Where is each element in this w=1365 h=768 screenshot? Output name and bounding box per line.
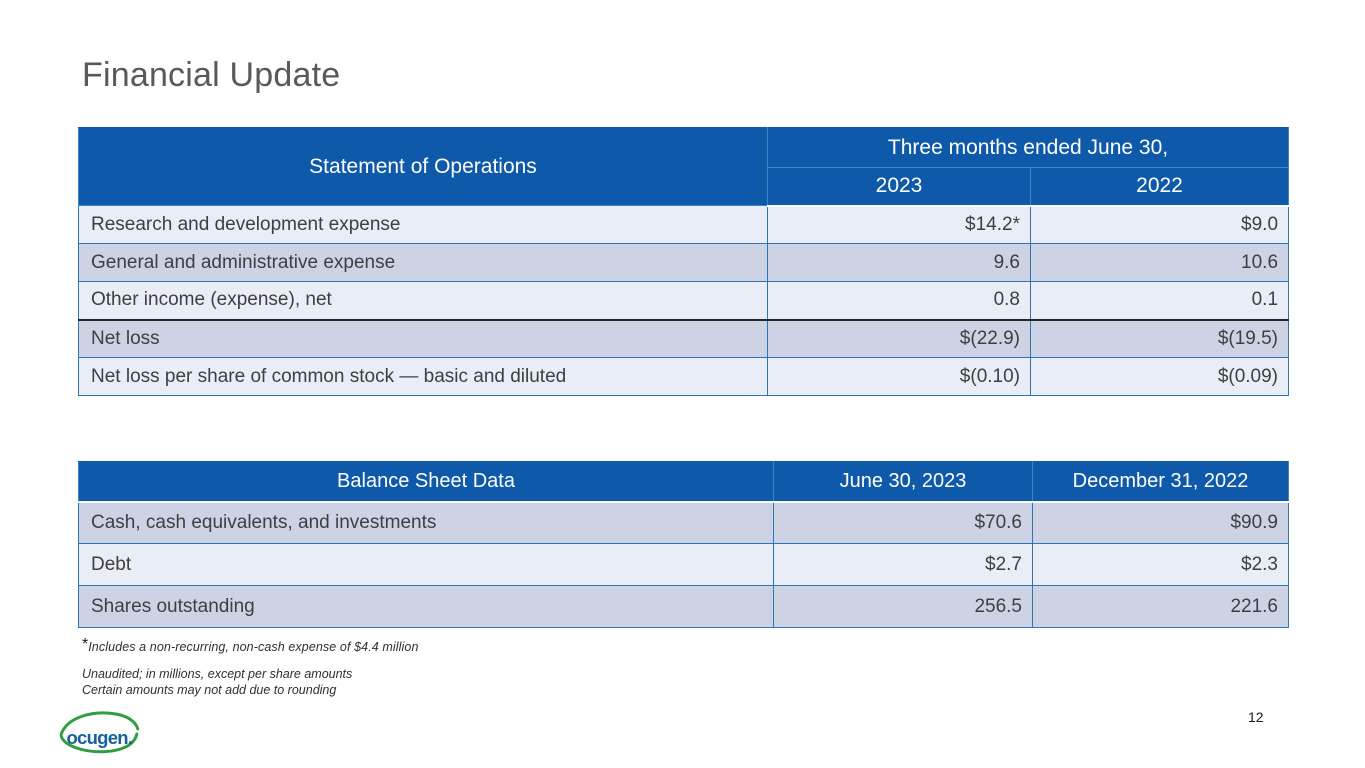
operations-period-header: Three months ended June 30, xyxy=(766,127,1290,168)
row-value-dec-2022: $2.3 xyxy=(1032,543,1289,586)
row-label: General and administrative expense xyxy=(78,243,768,282)
row-value-dec-2022: $90.9 xyxy=(1032,501,1289,544)
logo-swoosh-top xyxy=(59,711,140,736)
footnote-3: Certain amounts may not add due to round… xyxy=(82,683,337,697)
operations-col-2023: 2023 xyxy=(767,167,1031,207)
row-label: Research and development expense xyxy=(78,205,768,244)
row-value-june-2023: $2.7 xyxy=(773,543,1033,586)
table-row: Net loss per share of common stock — bas… xyxy=(78,357,1290,396)
operations-table-title: Statement of Operations xyxy=(78,127,768,206)
row-label: Other income (expense), net xyxy=(78,281,768,320)
footnote-1: Includes a non-recurring, non-cash expen… xyxy=(88,640,419,654)
balance-col-dec-2022: December 31, 2022 xyxy=(1032,461,1289,503)
table-row: General and administrative expense 9.6 1… xyxy=(78,243,1290,282)
row-label: Net loss per share of common stock — bas… xyxy=(78,357,768,396)
row-label: Shares outstanding xyxy=(78,585,774,628)
footnote-asterisk-line: *Includes a non-recurring, non-cash expe… xyxy=(82,636,419,656)
statement-of-operations-table: Statement of Operations Three months end… xyxy=(78,127,1290,396)
row-value-2022: $(19.5) xyxy=(1029,318,1290,358)
row-label: Debt xyxy=(78,543,774,586)
operations-col-2022: 2022 xyxy=(1029,167,1290,207)
page-title: Financial Update xyxy=(82,56,341,94)
table-row: Shares outstanding 256.5 221.6 xyxy=(78,585,1289,628)
row-value-june-2023: $70.6 xyxy=(773,501,1033,544)
balance-table-title: Balance Sheet Data xyxy=(78,461,774,503)
row-value-2023: 0.8 xyxy=(767,281,1031,320)
table-row: Research and development expense $14.2* … xyxy=(78,205,1290,244)
row-label: Cash, cash equivalents, and investments xyxy=(78,501,774,544)
table-row: Other income (expense), net 0.8 0.1 xyxy=(78,281,1290,320)
table-row: Debt $2.7 $2.3 xyxy=(78,543,1289,586)
table-row-net-loss: Net loss $(22.9) $(19.5) xyxy=(78,318,1290,358)
row-label: Net loss xyxy=(78,318,768,358)
row-value-2023: $14.2* xyxy=(767,205,1031,244)
balance-col-june-2023: June 30, 2023 xyxy=(773,461,1033,503)
table-row: Cash, cash equivalents, and investments … xyxy=(78,501,1289,544)
row-value-2022: 0.1 xyxy=(1029,281,1290,320)
asterisk-mark: * xyxy=(82,636,89,653)
row-value-2022: 10.6 xyxy=(1029,243,1290,282)
row-value-2022: $(0.09) xyxy=(1029,357,1290,396)
logo-swoosh-bottom xyxy=(59,732,139,754)
row-value-dec-2022: 221.6 xyxy=(1032,585,1289,628)
ocugen-logo: ocugen. xyxy=(59,711,140,754)
row-value-2023: $(0.10) xyxy=(767,357,1031,396)
logo-wordmark: ocugen. xyxy=(66,727,132,748)
footnote-2: Unaudited; in millions, except per share… xyxy=(82,667,353,681)
balance-sheet-table: Balance Sheet Data June 30, 2023 Decembe… xyxy=(78,461,1289,628)
footnotes: *Includes a non-recurring, non-cash expe… xyxy=(82,636,419,698)
page-number: 12 xyxy=(1248,709,1264,725)
row-value-june-2023: 256.5 xyxy=(773,585,1033,628)
row-value-2022: $9.0 xyxy=(1029,205,1290,244)
row-value-2023: 9.6 xyxy=(767,243,1031,282)
row-value-2023: $(22.9) xyxy=(767,318,1031,358)
